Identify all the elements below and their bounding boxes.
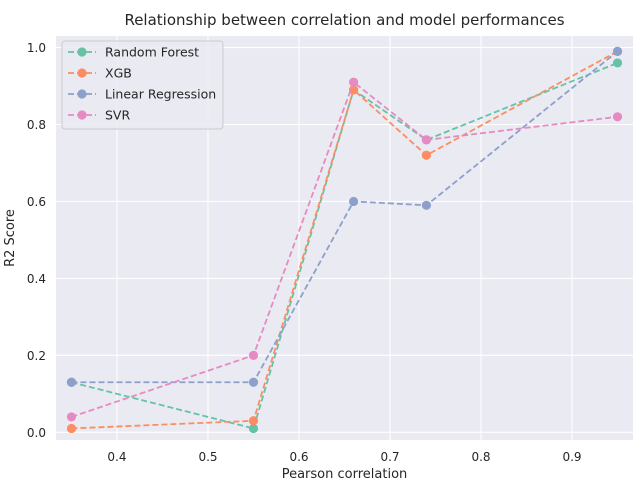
data-point [248,416,259,426]
x-tick-label: 0.6 [289,450,308,464]
data-point [66,412,77,422]
x-tick-label: 0.9 [562,450,581,464]
x-tick-label: 0.7 [380,450,399,464]
legend-marker [77,110,87,120]
y-axis-label: R2 Score [3,209,18,267]
data-point [248,350,259,360]
legend-item: SVR [68,108,130,123]
legend-item: XGB [68,66,132,81]
data-point [349,77,359,87]
y-tick-label: 0.0 [27,426,46,440]
data-point [248,377,259,387]
x-tick-label: 0.8 [471,450,490,464]
series-layer [66,46,623,434]
y-tick-label: 1.0 [27,41,46,55]
data-point [66,423,77,434]
x-tick-label: 0.5 [198,450,217,464]
data-point [349,196,359,207]
legend-marker [77,68,87,78]
x-axis-label: Pearson correlation [282,467,408,480]
grid-lines [56,36,633,440]
legend-marker [77,89,87,99]
y-tick-labels: 0.0 0.2 0.4 0.6 0.8 1.0 [27,41,46,440]
data-point [66,377,77,387]
legend-label: Random Forest [105,45,199,60]
x-tick-label: 0.4 [107,450,126,464]
chart-title: Relationship between correlation and mod… [124,11,564,29]
legend-item: Random Forest [68,45,199,60]
x-tick-labels: 0.4 0.5 0.6 0.7 0.8 0.9 [107,450,581,464]
data-point [612,58,623,68]
legend-label: SVR [105,108,130,123]
data-point [612,46,623,56]
legend-marker [77,47,87,57]
data-point [421,150,432,160]
y-tick-label: 0.4 [27,272,46,286]
data-point [612,112,623,122]
series-line [71,80,618,418]
legend-box [61,40,224,130]
y-tick-label: 0.8 [27,118,46,132]
legend: Random Forest XGB Linear Regression SVR [61,40,224,130]
data-point [421,200,432,210]
y-tick-label: 0.2 [27,349,46,363]
series-linear-regression [66,46,623,387]
legend-label: XGB [105,66,132,81]
y-tick-label: 0.6 [27,195,46,209]
series-svr [66,77,623,422]
data-point [421,135,432,145]
legend-label: Linear Regression [105,87,216,102]
data-point [248,423,259,434]
legend-item: Linear Regression [68,87,216,102]
